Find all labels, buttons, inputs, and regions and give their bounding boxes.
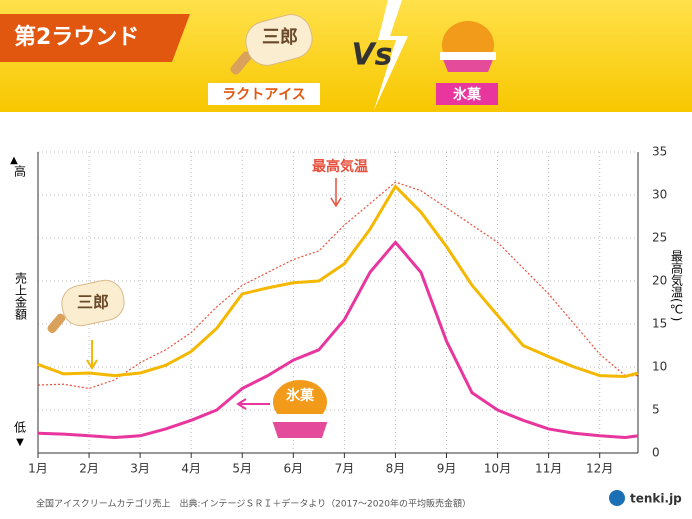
series-line — [37, 240, 639, 440]
y-axis-title: 最高気温(℃) — [670, 250, 684, 322]
popsicle-icon-small — [47, 279, 125, 334]
x-tick-label: 10月 — [484, 462, 511, 476]
temp-annotation: 最高気温 — [312, 158, 368, 175]
popsicle-icon — [230, 14, 313, 75]
left-high: 高 — [14, 164, 26, 179]
round-badge — [0, 14, 190, 62]
arrow-up: ▲ — [10, 155, 18, 166]
x-tick-label: 4月 — [181, 462, 201, 476]
shaved-ice-icon — [440, 21, 496, 72]
temp-arrow — [330, 178, 342, 208]
y-tick-label: 25 — [652, 231, 667, 245]
x-tick-label: 7月 — [335, 462, 355, 476]
y-tick-label: 15 — [652, 317, 667, 331]
item2-tag — [436, 83, 498, 105]
rakuto-arrow — [86, 340, 98, 370]
y-tick-label: 5 — [652, 403, 660, 417]
item1-tag — [208, 83, 320, 105]
item1-name: 三郎 — [262, 26, 298, 48]
logo: tenki.jp — [630, 492, 682, 506]
arrow-down: ▼ — [16, 437, 24, 448]
series-line — [37, 181, 638, 390]
y-tick-label: 10 — [652, 360, 667, 374]
x-tick-label: 6月 — [283, 462, 303, 476]
left-label: 売上金額 — [14, 271, 28, 321]
x-tick-label: 9月 — [437, 462, 457, 476]
round-title: 第2ラウンド — [14, 24, 139, 50]
hyoka-arrow — [236, 398, 270, 410]
item1-category: ラクトアイス — [222, 87, 306, 103]
series-label-1: 三郎 — [77, 293, 109, 312]
x-tick-label: 3月 — [130, 462, 150, 476]
x-tick-label: 2月 — [79, 462, 99, 476]
x-tick-label: 11月 — [535, 462, 562, 476]
y-tick-label: 35 — [652, 145, 667, 159]
y-tick-label: 30 — [652, 188, 667, 202]
source: 全国アイスクリームカテゴリ売上 出典:インテージＳＲＩ＋データより（2017～2… — [36, 498, 471, 510]
y-tick-label: 20 — [652, 274, 667, 288]
x-tick-label: 1月 — [28, 462, 48, 476]
x-tick-label: 5月 — [232, 462, 252, 476]
left-low: 低 — [14, 421, 26, 435]
lightning — [374, 0, 408, 110]
item2-category: 氷菓 — [453, 86, 482, 103]
series-label-2: 氷菓 — [286, 387, 315, 404]
x-tick-label: 8月 — [386, 462, 406, 476]
plot: 0 5 10 15 20 25 30 35 1月 2月 3月 4月 5月 6月 7月 8月 9月 10月 11月 12… — [28, 145, 667, 476]
series-line — [37, 184, 639, 378]
logo-mark — [609, 490, 625, 506]
x-tick-label: 12月 — [586, 462, 613, 476]
vs: Vs — [351, 38, 392, 73]
y-tick-label: 0 — [652, 446, 660, 460]
shaved-ice-small — [270, 380, 330, 438]
